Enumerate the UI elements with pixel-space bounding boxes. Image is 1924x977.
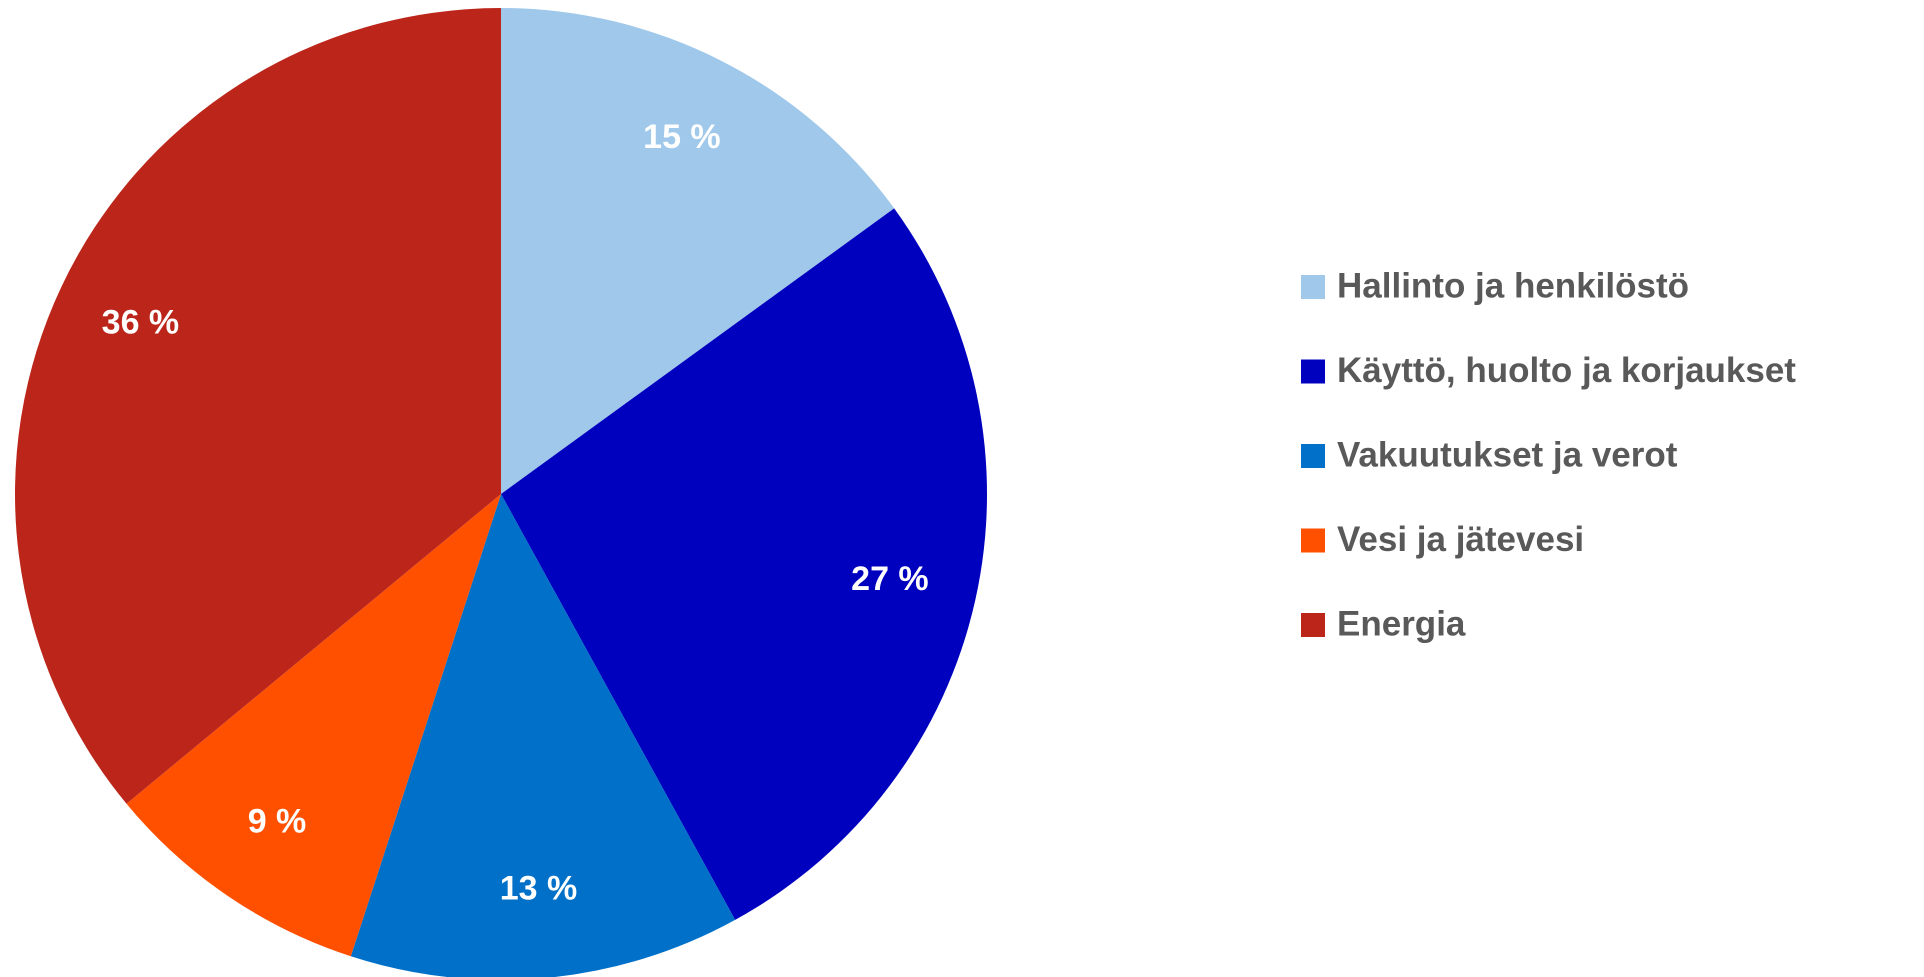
data-label: 15 % (643, 118, 721, 156)
legend-label: Energia (1337, 604, 1466, 643)
pie-slice (126, 494, 501, 957)
data-label: 13 % (500, 870, 578, 908)
pie-slice (501, 8, 895, 494)
legend-label: Vakuutukset ja verot (1337, 435, 1678, 474)
pie-slice (501, 208, 987, 920)
data-label: 36 % (102, 303, 180, 341)
data-label: 9 % (248, 803, 307, 841)
legend-swatch (1301, 528, 1325, 553)
legend-label: Hallinto ja henkilöstö (1337, 266, 1689, 305)
legend-swatch (1301, 359, 1325, 384)
legend-swatch (1301, 613, 1325, 637)
data-label: 27 % (851, 560, 929, 598)
legend-swatch (1301, 444, 1325, 468)
legend-label: Vesi ja jätevesi (1337, 520, 1584, 559)
pie-slice (350, 494, 736, 977)
pie-slice (15, 8, 501, 804)
legend-label: Käyttö, huolto ja korjaukset (1337, 351, 1796, 390)
legend-swatch (1301, 275, 1325, 299)
